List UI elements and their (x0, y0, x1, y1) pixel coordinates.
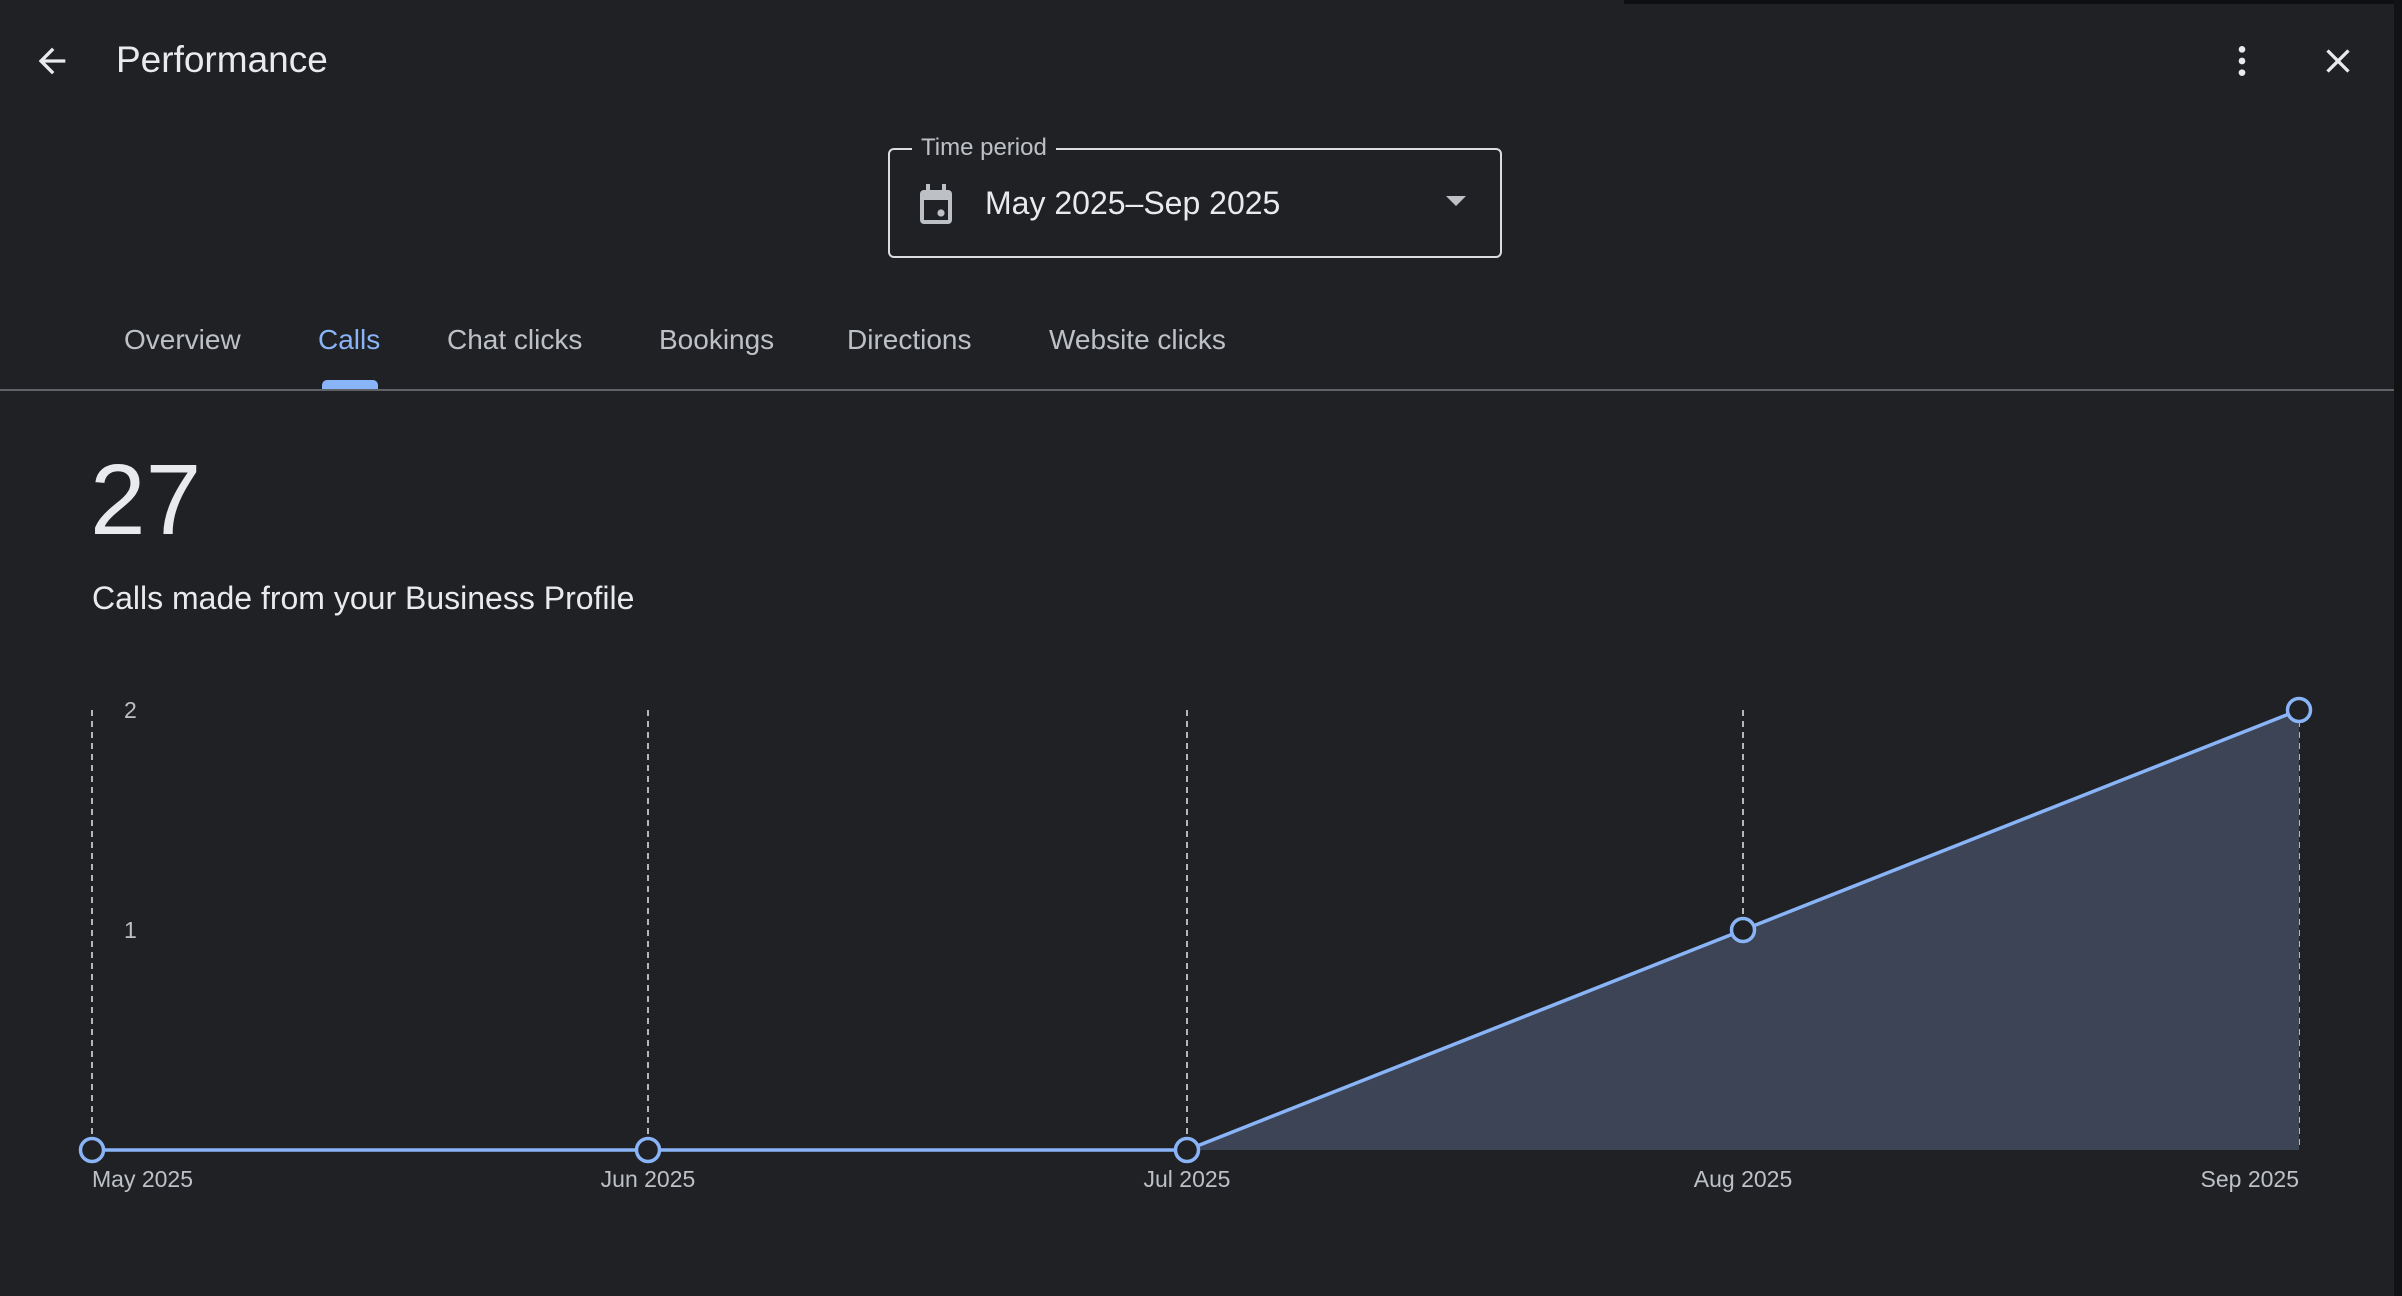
tab-overview[interactable]: Overview (124, 324, 241, 355)
tab-website-clicks[interactable]: Website clicks (1049, 324, 1226, 355)
data-point-4 (2285, 696, 2313, 724)
data-point-1 (634, 1136, 662, 1164)
more-options-button[interactable] (2214, 33, 2270, 89)
calls-chart: 1 2 May 2025 Jun 2025 Jul 2025 Aug 2025 Sep 20… (78, 696, 2313, 1192)
data-point-0 (78, 1136, 106, 1164)
dropdown-arrow-icon (1446, 196, 1466, 206)
active-tab-indicator (322, 380, 378, 389)
window-top-edge (1624, 0, 2394, 4)
time-period-select[interactable]: Time period May 2025–Sep 2025 (888, 134, 1502, 258)
y-tick-label-2: 2 (124, 697, 137, 723)
calls-total-label: Calls made from your Business Profile (92, 580, 635, 616)
window-right-edge (2394, 0, 2402, 1296)
x-tick-label-3: Aug 2025 (1694, 1166, 1792, 1192)
time-period-label: Time period (912, 134, 1056, 162)
y-tick-label-1: 1 (124, 917, 137, 943)
x-tick-label-2: Jul 2025 (1144, 1166, 1231, 1192)
metric-tabs: Overview Calls Chat clicks Bookings Dire… (0, 300, 2394, 391)
page-title: Performance (116, 39, 328, 80)
back-button[interactable] (24, 33, 80, 89)
arrow-back-icon (38, 47, 66, 75)
tab-calls[interactable]: Calls (318, 324, 381, 355)
time-period-value: May 2025–Sep 2025 (985, 185, 1281, 221)
tab-bookings[interactable]: Bookings (659, 324, 775, 355)
calls-total-value: 27 (90, 444, 202, 556)
tab-chat-clicks[interactable]: Chat clicks (447, 324, 583, 355)
close-icon (2326, 49, 2350, 73)
close-button[interactable] (2310, 33, 2366, 89)
data-point-2 (1173, 1136, 1201, 1164)
calls-area (92, 710, 2299, 1150)
x-tick-label-0: May 2025 (92, 1166, 193, 1192)
more-vert-icon (2238, 46, 2246, 76)
data-point-3 (1729, 916, 1757, 944)
calendar-icon (920, 184, 952, 224)
x-tick-label-4: Sep 2025 (2201, 1166, 2299, 1192)
tab-directions[interactable]: Directions (847, 324, 972, 355)
x-tick-label-1: Jun 2025 (601, 1166, 696, 1192)
